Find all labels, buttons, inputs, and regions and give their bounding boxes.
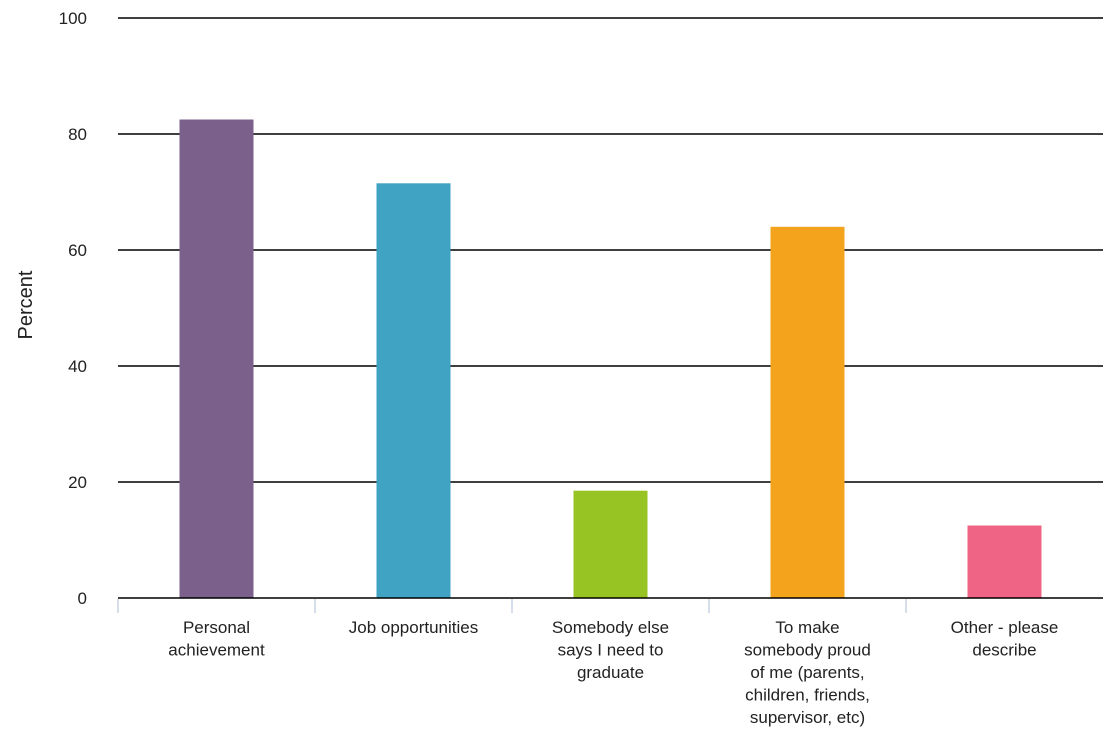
y-tick-labels: 0 20 40 60 80 100 — [59, 9, 87, 608]
y-tick-label: 0 — [78, 589, 87, 608]
category-label: Personal achievement — [168, 618, 265, 660]
y-tick-label: 60 — [68, 241, 87, 260]
y-tick-label: 40 — [68, 357, 87, 376]
category-label-line: achievement — [168, 641, 265, 660]
gridlines — [118, 17, 1103, 483]
bar — [967, 525, 1042, 598]
category-label: Job opportunities — [349, 618, 478, 637]
category-label-line: says I need to — [558, 641, 664, 660]
category-label-line: Somebody else — [552, 618, 669, 637]
category-label: Somebody else says I need to graduate — [552, 618, 669, 682]
category-label: To make somebody proud of me (parents, chil… — [744, 618, 871, 727]
category-label-line: Other - please — [951, 618, 1059, 637]
category-label-line: somebody proud — [744, 641, 871, 660]
bars — [179, 119, 1042, 599]
category-label-line: To make — [775, 618, 839, 637]
category-label: Other - please describe — [951, 618, 1059, 660]
x-axis — [117, 597, 1103, 613]
y-tick-label: 20 — [68, 473, 87, 492]
category-label-line: supervisor, etc) — [750, 708, 865, 727]
bar — [770, 226, 845, 599]
y-tick-label: 100 — [59, 9, 87, 28]
y-tick-label: 80 — [68, 125, 87, 144]
category-label-line: of me (parents, — [750, 663, 864, 682]
category-label-line: children, friends, — [745, 686, 870, 705]
category-labels: Personal achievement Job opportunities Some… — [168, 618, 1058, 727]
category-label-line: describe — [972, 641, 1036, 660]
category-label-line: Personal — [183, 618, 250, 637]
category-label-line: graduate — [577, 663, 644, 682]
category-label-line: Job opportunities — [349, 618, 478, 637]
y-axis-title: Percent — [15, 270, 37, 339]
bar — [179, 119, 254, 598]
bar — [573, 490, 648, 598]
bar — [376, 183, 451, 599]
